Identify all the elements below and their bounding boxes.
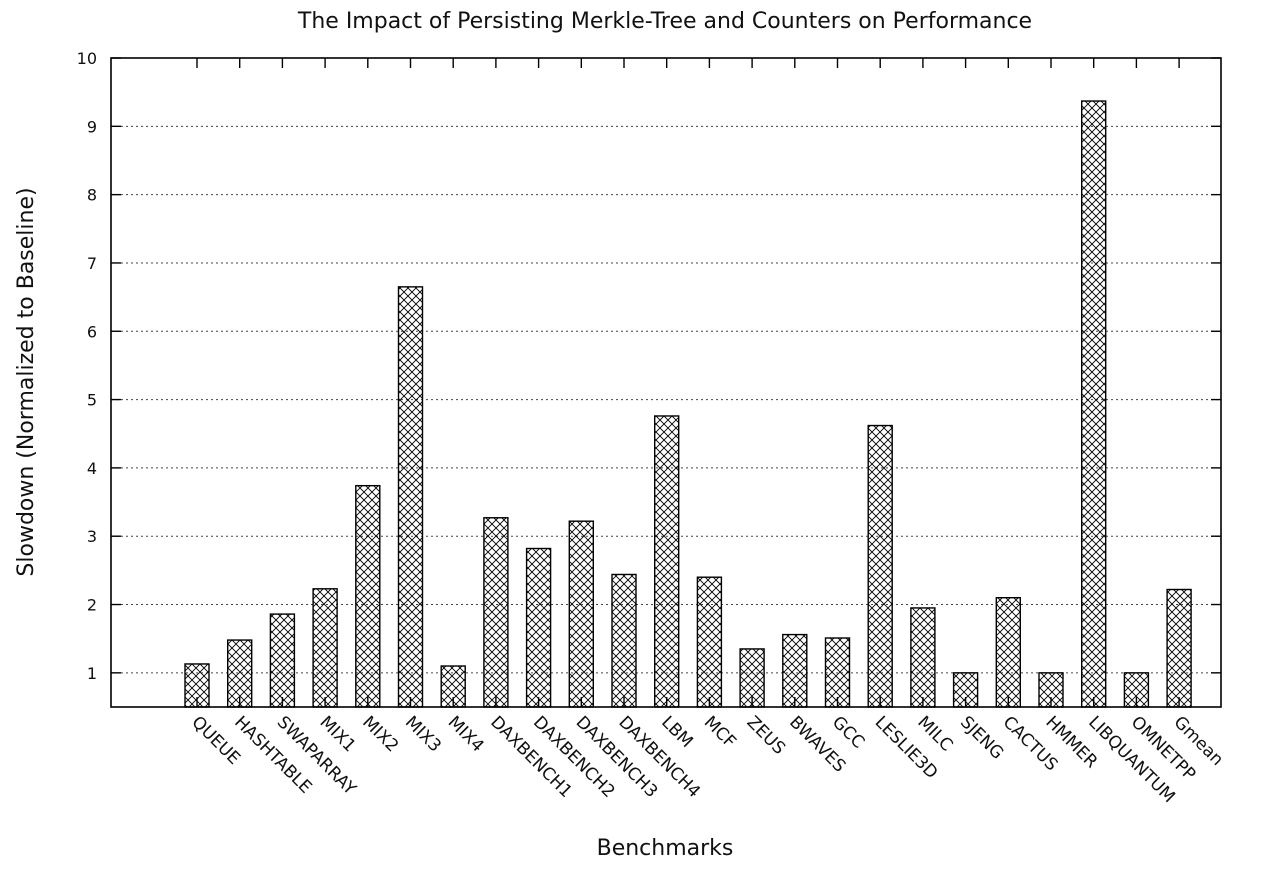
x-tick-label: MIX2 (358, 712, 402, 756)
y-tick-label: 1 (87, 664, 97, 683)
grid-lines (111, 125, 1221, 674)
bar-cactus (995, 596, 1021, 708)
bar-milc (910, 607, 936, 708)
y-tick-label: 7 (87, 254, 97, 273)
x-axis-label: Benchmarks (597, 836, 734, 861)
bar-gcc (824, 637, 851, 708)
x-axis-ticks (196, 58, 1180, 707)
bars (184, 100, 1192, 708)
y-tick-label: 10 (77, 49, 97, 68)
y-axis-label: Slowdown (Normalized to Baseline) (14, 187, 39, 576)
bar-mix1 (312, 588, 338, 708)
y-tick-label: 8 (87, 186, 97, 205)
y-tick-label: 5 (87, 391, 97, 410)
y-tick-label: 2 (87, 596, 97, 615)
y-tick-label: 3 (87, 527, 97, 546)
x-tick-label: MIX3 (401, 712, 445, 756)
chart-title: The Impact of Persisting Merkle-Tree and… (297, 9, 1032, 34)
bar-gmean (1166, 588, 1192, 708)
bar-lbm (654, 415, 680, 708)
x-tick-label: MCF (700, 712, 740, 752)
bar-mcf (696, 576, 723, 708)
bar-bwaves (782, 633, 808, 708)
bar-leslie3d (867, 424, 893, 708)
x-tick-label: MIX4 (444, 712, 488, 756)
x-tick-label: ZEUS (743, 712, 789, 758)
bar-mix3 (397, 286, 424, 708)
y-axis-ticks: 1 2 3 4 5 6 7 8 9 10 (77, 49, 1221, 683)
bar-daxbench1 (483, 517, 509, 708)
bar-swaparray (269, 613, 296, 708)
y-tick-label: 4 (87, 459, 97, 478)
bar-libquantum (1080, 100, 1107, 708)
x-tick-label: SJENG (956, 712, 1007, 763)
y-tick-label: 9 (87, 117, 97, 136)
bar-mix2 (355, 484, 381, 708)
bar-daxbench2 (525, 547, 552, 708)
x-axis-tick-labels: QUEUEHASHTABLESWAPARRAYMIX1MIX2MIX3MIX4D… (187, 712, 1227, 807)
bar-daxbench4 (611, 573, 637, 708)
bar-daxbench3 (568, 520, 594, 708)
bar-hashtable (226, 639, 253, 708)
y-tick-label: 6 (87, 322, 97, 341)
